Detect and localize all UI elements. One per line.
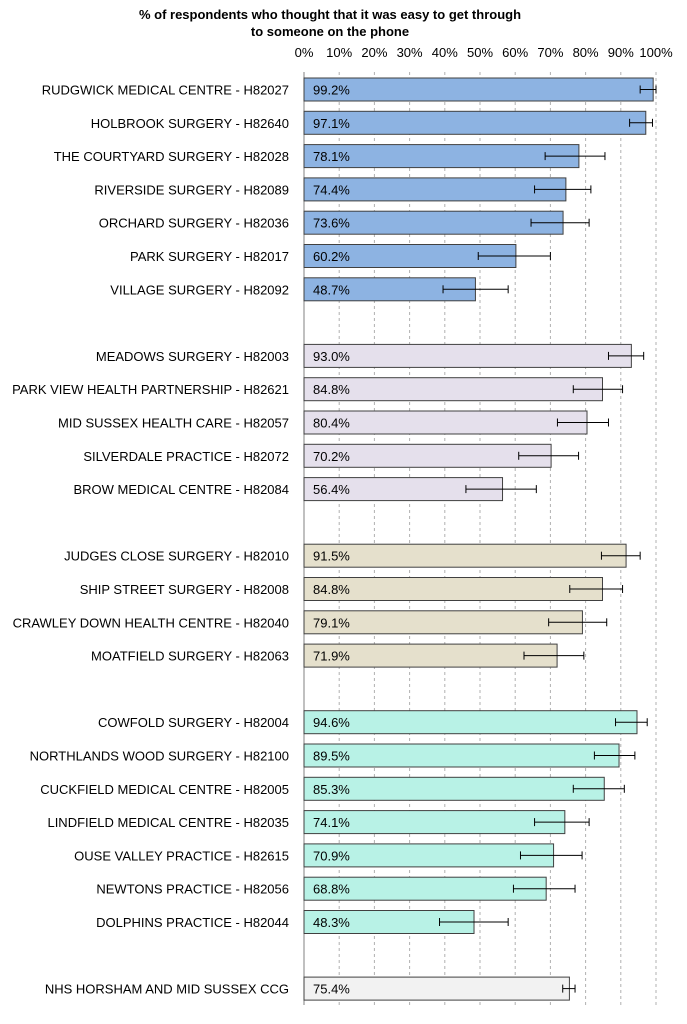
category-label: THE COURTYARD SURGERY - H82028: [54, 149, 289, 164]
x-tick-label: 100%: [639, 45, 673, 60]
chart-title: % of respondents who thought that it was…: [80, 6, 580, 40]
data-label: 89.5%: [313, 749, 350, 764]
data-label: 73.6%: [313, 216, 350, 231]
category-label: LINDFIELD MEDICAL CENTRE - H82035: [47, 815, 289, 830]
data-label: 70.2%: [313, 449, 350, 464]
category-label: MOATFIELD SURGERY - H82063: [91, 649, 289, 664]
category-label: MID SUSSEX HEALTH CARE - H82057: [58, 416, 289, 431]
x-tick-label: 0%: [295, 45, 314, 60]
data-label: 68.8%: [313, 882, 350, 897]
data-label: 75.4%: [313, 982, 350, 997]
category-label: COWFOLD SURGERY - H82004: [98, 715, 289, 730]
data-label: 48.7%: [313, 282, 350, 297]
category-label: RUDGWICK MEDICAL CENTRE - H82027: [42, 83, 289, 98]
category-label: SHIP STREET SURGERY - H82008: [80, 582, 289, 597]
data-label: 94.6%: [313, 715, 350, 730]
data-label: 70.9%: [313, 848, 350, 863]
data-label: 74.4%: [313, 182, 350, 197]
data-label: 97.1%: [313, 116, 350, 131]
data-label: 56.4%: [313, 482, 350, 497]
category-label: CUCKFIELD MEDICAL CENTRE - H82005: [40, 782, 289, 797]
bar: [303, 110, 647, 135]
data-label: 85.3%: [313, 782, 350, 797]
x-tick-label: 70%: [537, 45, 563, 60]
category-label: HOLBROOK SURGERY - H82640: [91, 116, 289, 131]
x-tick-label: 10%: [326, 45, 352, 60]
category-label: NORTHLANDS WOOD SURGERY - H82100: [30, 749, 289, 764]
category-label: MEADOWS SURGERY - H82003: [96, 349, 289, 364]
x-tick-label: 60%: [502, 45, 528, 60]
x-tick-label: 40%: [432, 45, 458, 60]
data-label: 48.3%: [313, 915, 350, 930]
category-label: SILVERDALE PRACTICE - H82072: [83, 449, 289, 464]
data-label: 84.8%: [313, 382, 350, 397]
data-label: 78.1%: [313, 149, 350, 164]
category-label: NHS HORSHAM AND MID SUSSEX CCG: [45, 982, 289, 997]
data-label: 93.0%: [313, 349, 350, 364]
bar: [303, 77, 654, 102]
data-label: 99.2%: [313, 83, 350, 98]
category-label: RIVERSIDE SURGERY - H82089: [94, 182, 289, 197]
data-label: 74.1%: [313, 815, 350, 830]
category-label: PARK SURGERY - H82017: [130, 249, 289, 264]
data-label: 79.1%: [313, 615, 350, 630]
category-label: DOLPHINS PRACTICE - H82044: [96, 915, 289, 930]
chart-title-line-2: to someone on the phone: [250, 24, 410, 39]
chart-title-line-1: % of respondents who thought that it was…: [138, 7, 522, 22]
bar: [303, 543, 627, 568]
category-label: JUDGES CLOSE SURGERY - H82010: [64, 549, 289, 564]
category-label: OUSE VALLEY PRACTICE - H82615: [74, 848, 289, 863]
x-tick-label: 30%: [397, 45, 423, 60]
x-tick-label: 90%: [608, 45, 634, 60]
data-label: 84.8%: [313, 582, 350, 597]
x-tick-label: 80%: [573, 45, 599, 60]
x-tick-label: 20%: [361, 45, 387, 60]
data-label: 60.2%: [313, 249, 350, 264]
category-label: PARK VIEW HEALTH PARTNERSHIP - H82621: [12, 382, 289, 397]
data-label: 80.4%: [313, 416, 350, 431]
bar: [303, 343, 632, 368]
data-label: 71.9%: [313, 649, 350, 664]
x-tick-label: 50%: [467, 45, 493, 60]
category-label: BROW MEDICAL CENTRE - H82084: [73, 482, 289, 497]
category-label: VILLAGE SURGERY - H82092: [110, 282, 289, 297]
category-label: ORCHARD SURGERY - H82036: [99, 216, 289, 231]
category-label: CRAWLEY DOWN HEALTH CENTRE - H82040: [13, 615, 289, 630]
category-label: NEWTONS PRACTICE - H82056: [96, 882, 289, 897]
bar: [303, 710, 638, 735]
data-label: 91.5%: [313, 549, 350, 564]
bar: [303, 743, 620, 768]
